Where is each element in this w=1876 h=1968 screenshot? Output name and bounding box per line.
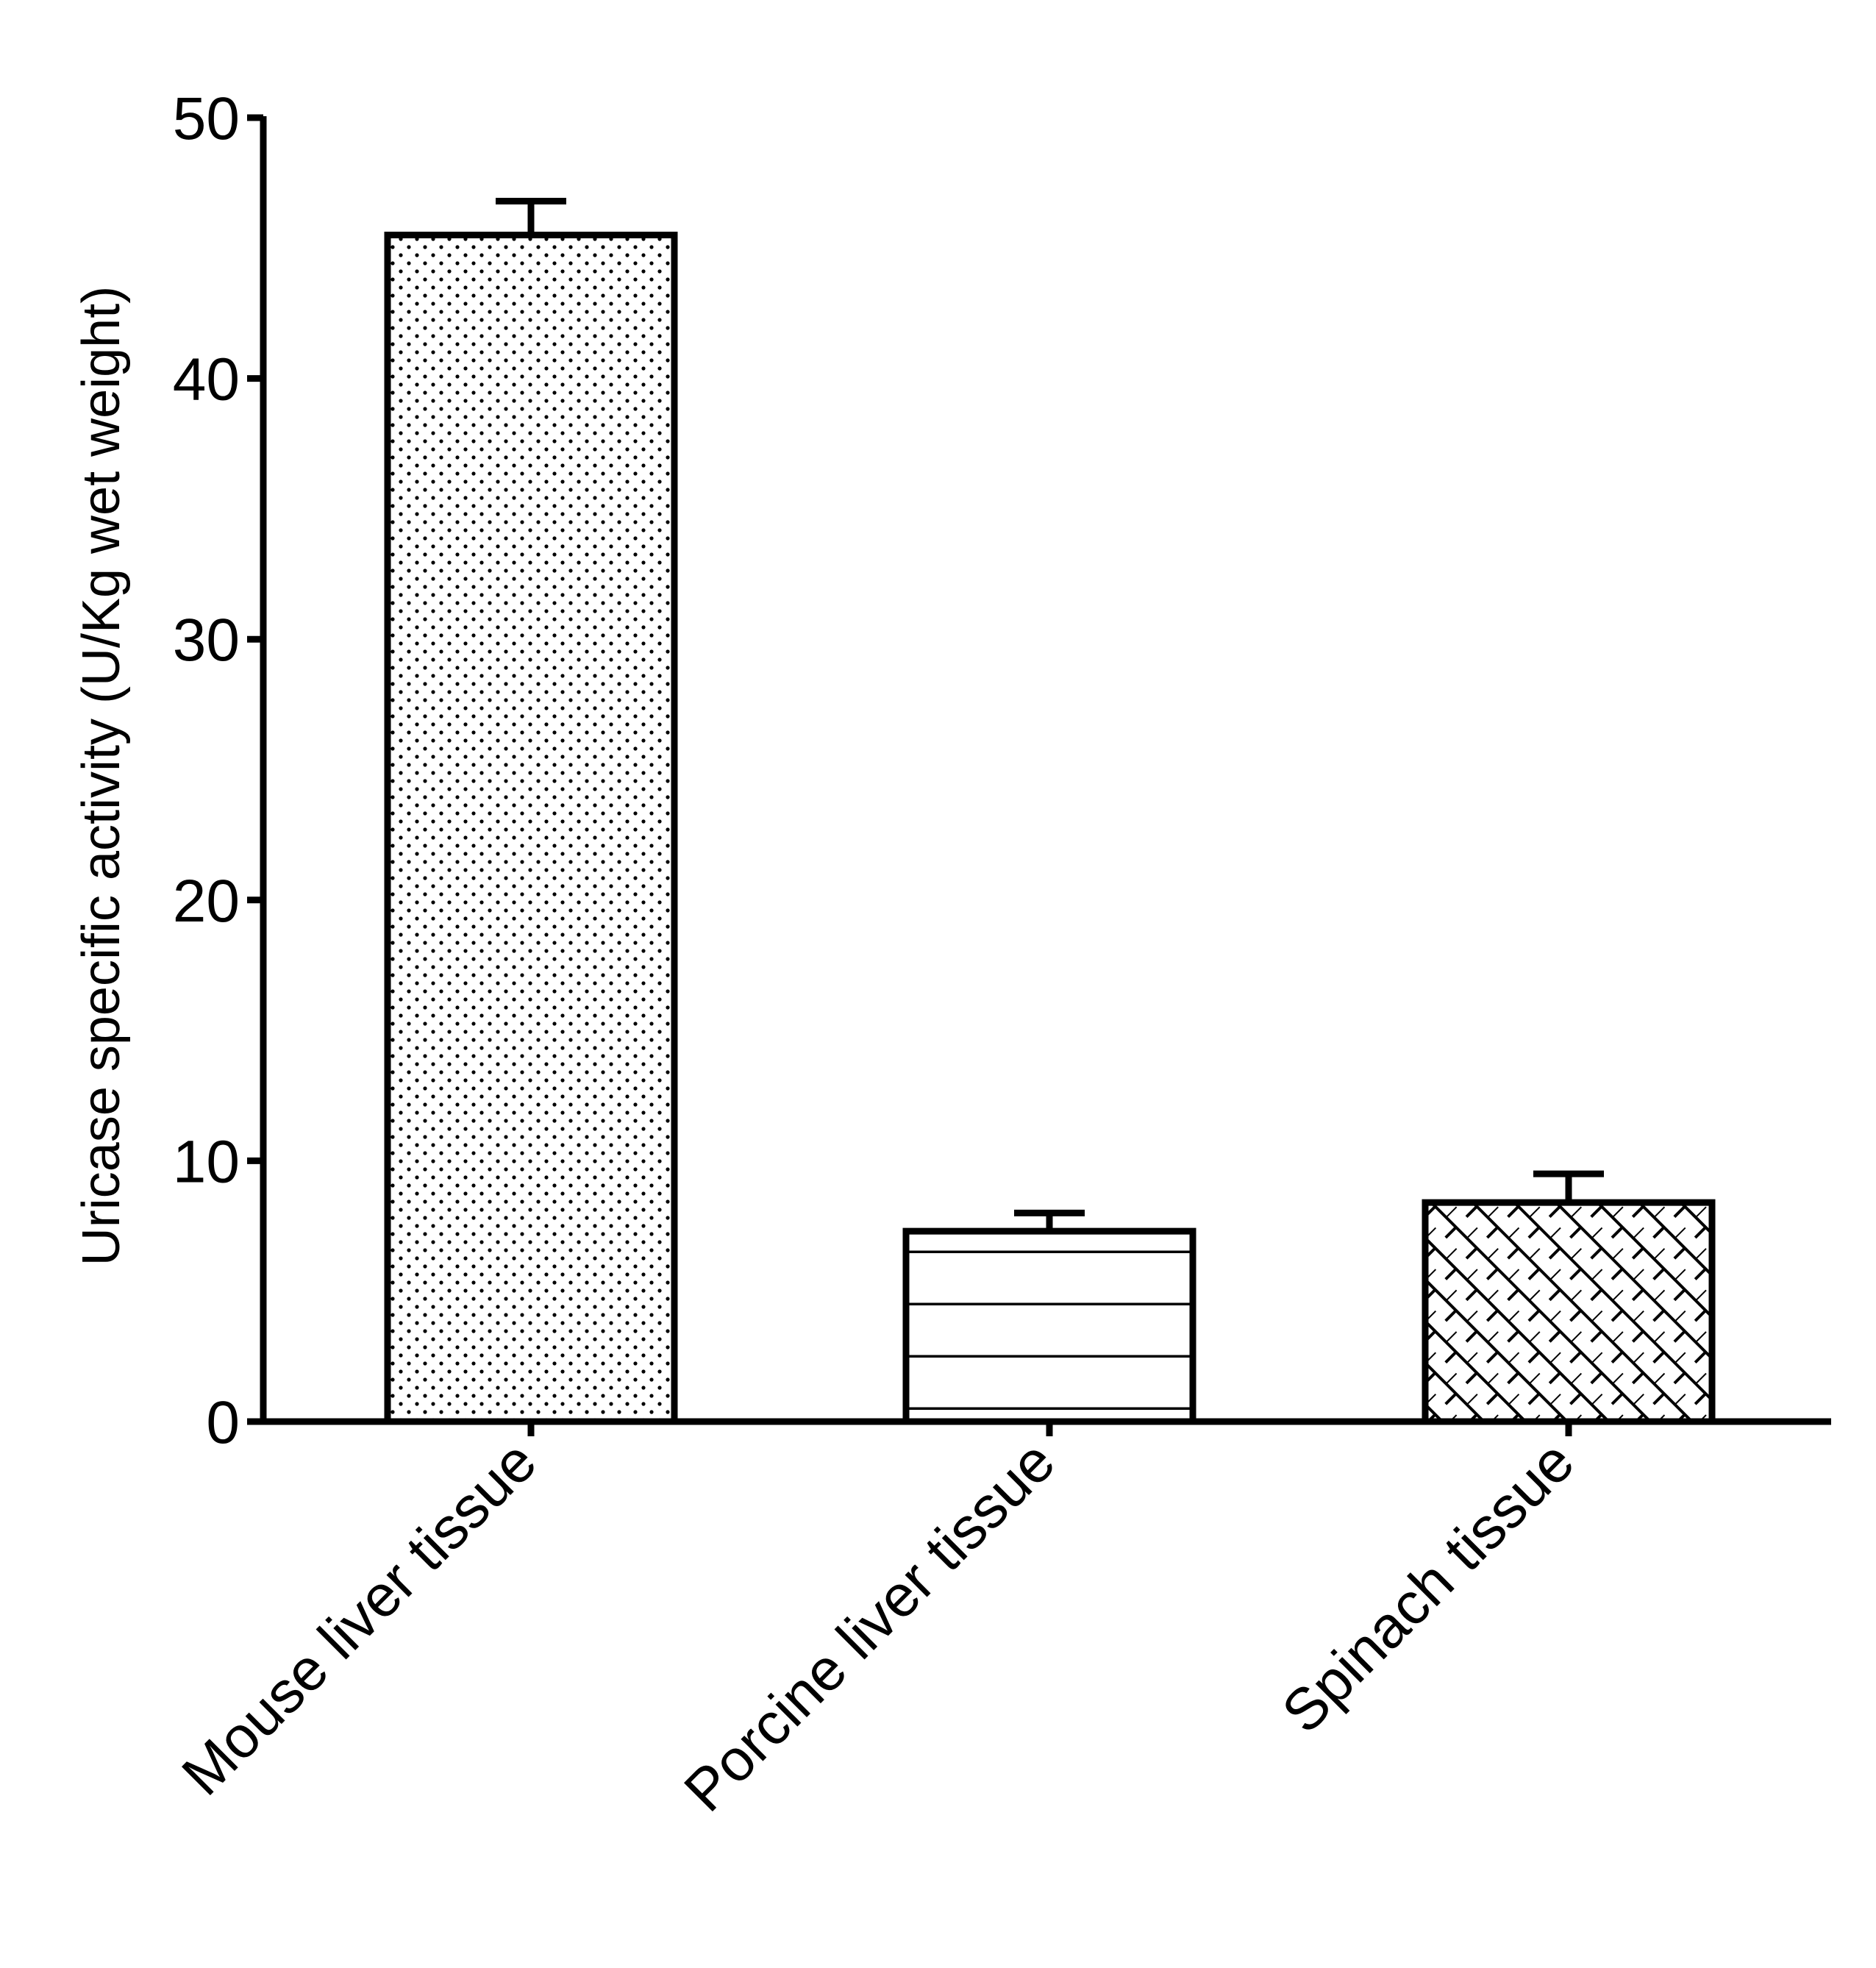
y-tick-label-3: 20 bbox=[173, 868, 240, 935]
bar-3 bbox=[1422, 1199, 1716, 1425]
bars-layer bbox=[384, 232, 1716, 1425]
y-tick-label-2: 10 bbox=[173, 1128, 240, 1195]
axes-layer bbox=[247, 114, 1831, 1436]
y-axis-title: Uricase specific activity (U/Kg wet weig… bbox=[72, 286, 131, 1266]
y-tick-label-1: 0 bbox=[206, 1389, 240, 1456]
bar-1 bbox=[384, 232, 678, 1425]
x-tick-label-2: Porcine liver tissue bbox=[671, 1428, 1067, 1824]
x-tick-label-3: Spinach tissue bbox=[1269, 1428, 1586, 1745]
y-tick-label-6: 50 bbox=[173, 85, 240, 152]
y-tick-label-4: 30 bbox=[173, 607, 240, 674]
labels-layer: Mouse liver tissue Porcine liver tissue Sp… bbox=[169, 85, 1586, 1824]
bar-2 bbox=[902, 1227, 1196, 1425]
x-tick-label-1: Mouse liver tissue bbox=[169, 1428, 549, 1808]
y-tick-label-5: 40 bbox=[173, 346, 240, 413]
error-bars-layer bbox=[496, 197, 1604, 1232]
